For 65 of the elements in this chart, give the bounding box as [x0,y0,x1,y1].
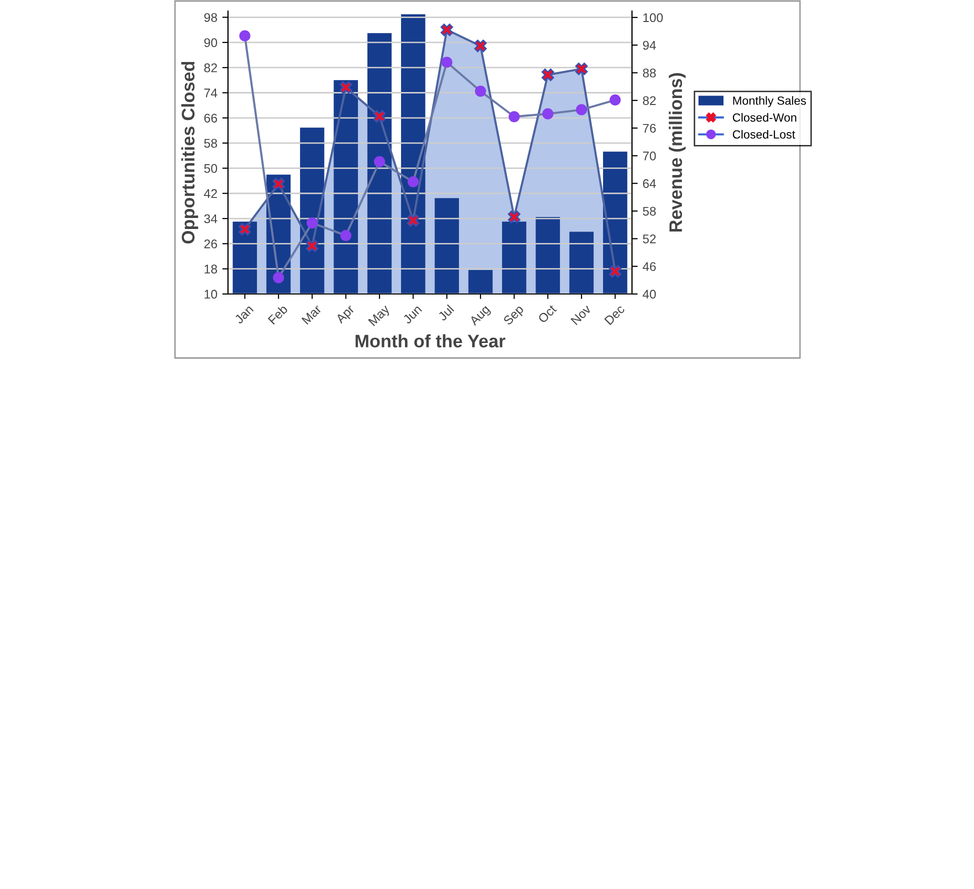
y2-axis-title: Revenue (millions) [668,73,686,232]
x-tick-label: Jul [437,304,454,322]
y2-tick-label: 58 [642,206,656,216]
point [542,68,554,82]
point [474,40,487,52]
y-tick-label: 18 [204,264,218,274]
legend-label: Closed-Lost [732,130,796,139]
x-tick-label: Nov [570,304,592,326]
y-tick-label: 74 [204,88,218,98]
y-tick-label: 10 [204,290,218,299]
x-tick-label: Aug [468,304,492,328]
legend-label: Closed-Won [732,113,796,122]
y-tick-label: 90 [204,38,218,48]
point [373,110,386,123]
x-tick-label: Dec [604,304,626,326]
x-tick-label: May [368,304,392,328]
point [408,176,419,188]
point [441,56,452,68]
point [272,178,285,190]
point [238,222,252,236]
x-tick-label: Jan [234,304,254,324]
y2-tick-label: 40 [642,290,656,299]
point [306,217,318,228]
legend-label: Monthly Sales [733,96,806,108]
y2-tick-label: 76 [643,124,656,133]
point [239,30,250,42]
point [508,210,520,224]
y-tick-label: 34 [204,214,218,224]
y2-tick-label: 70 [643,152,656,160]
y2-tick-label: 82 [642,96,656,106]
point [440,24,454,36]
y2-tick-label: 88 [642,68,656,78]
y-tick-label: 58 [204,138,218,148]
y-tick-label: 82 [204,63,217,72]
point [340,230,352,242]
point [576,104,588,116]
point [406,214,420,227]
x-tick-label: Oct [537,304,558,324]
point [508,111,520,122]
x-axis-title: Month of the Year [356,334,506,348]
y-tick-label: 66 [204,114,218,123]
point [575,62,588,76]
y2-tick-label: 46 [642,262,656,271]
y-tick-label: 26 [204,239,218,248]
point [340,81,352,94]
x-tick-label: Jun [402,304,422,324]
y-axis-title: Opportunities Closed [181,62,198,244]
y-tick-label: 42 [204,189,217,198]
y2-tick-label: 94 [643,40,656,50]
point [608,265,622,278]
point [610,94,621,106]
x-tick-label: Mar [301,304,322,325]
point [272,272,284,284]
y-tick-label: 98 [204,13,218,22]
y2-tick-label: 100 [643,13,663,22]
y2-tick-label: 64 [643,179,656,188]
x-tick-label: Apr [335,304,357,326]
x-tick-label: Feb [267,304,288,325]
y-tick-label: 50 [204,164,218,173]
point [374,156,386,168]
y2-tick-label: 52 [642,234,656,244]
x-tick-label: Sep [502,304,526,328]
point [542,108,554,120]
point [306,240,318,252]
point [474,86,486,97]
